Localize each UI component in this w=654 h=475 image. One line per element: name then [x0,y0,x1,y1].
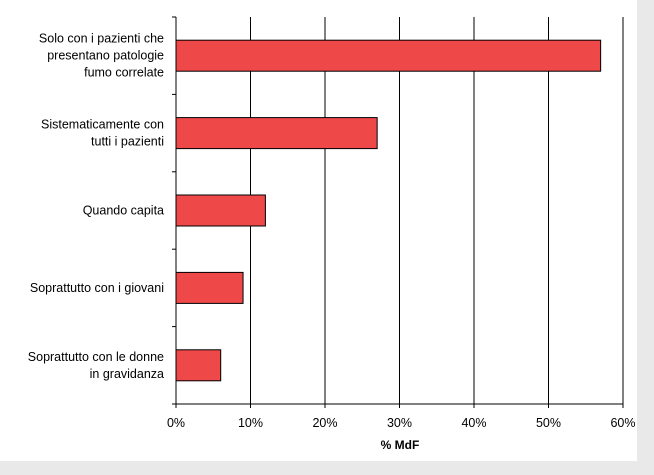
x-tick-label: 20% [312,416,337,430]
category-label: Solo con i pazienti che presentano patolo… [39,32,164,80]
bar [175,349,222,382]
x-tick-label: 60% [610,416,635,430]
category-label: Soprattutto con le donne in gravidanza [28,350,164,381]
bar [175,39,602,72]
category-label: Soprattutto con i giovani [30,281,164,295]
x-tick-label: 50% [536,416,561,430]
bar [175,271,244,304]
category-label: Quando capita [83,204,164,218]
chart-panel: 0% 10% 20% 30% 40% 50% 60% Solo con i pazienti … [0,0,637,461]
x-tick-label: 30% [387,416,412,430]
bar [175,194,266,227]
x-tick-label: 10% [238,416,263,430]
category-label: Sistematicamente con tutti i pazienti [41,118,164,149]
bar-chart: 0% 10% 20% 30% 40% 50% 60% Solo con i pazienti … [28,16,636,452]
x-tick-label: 0% [167,416,185,430]
x-axis-title: % MdF [381,438,420,452]
x-tick-label: 40% [461,416,486,430]
bar [175,117,378,150]
